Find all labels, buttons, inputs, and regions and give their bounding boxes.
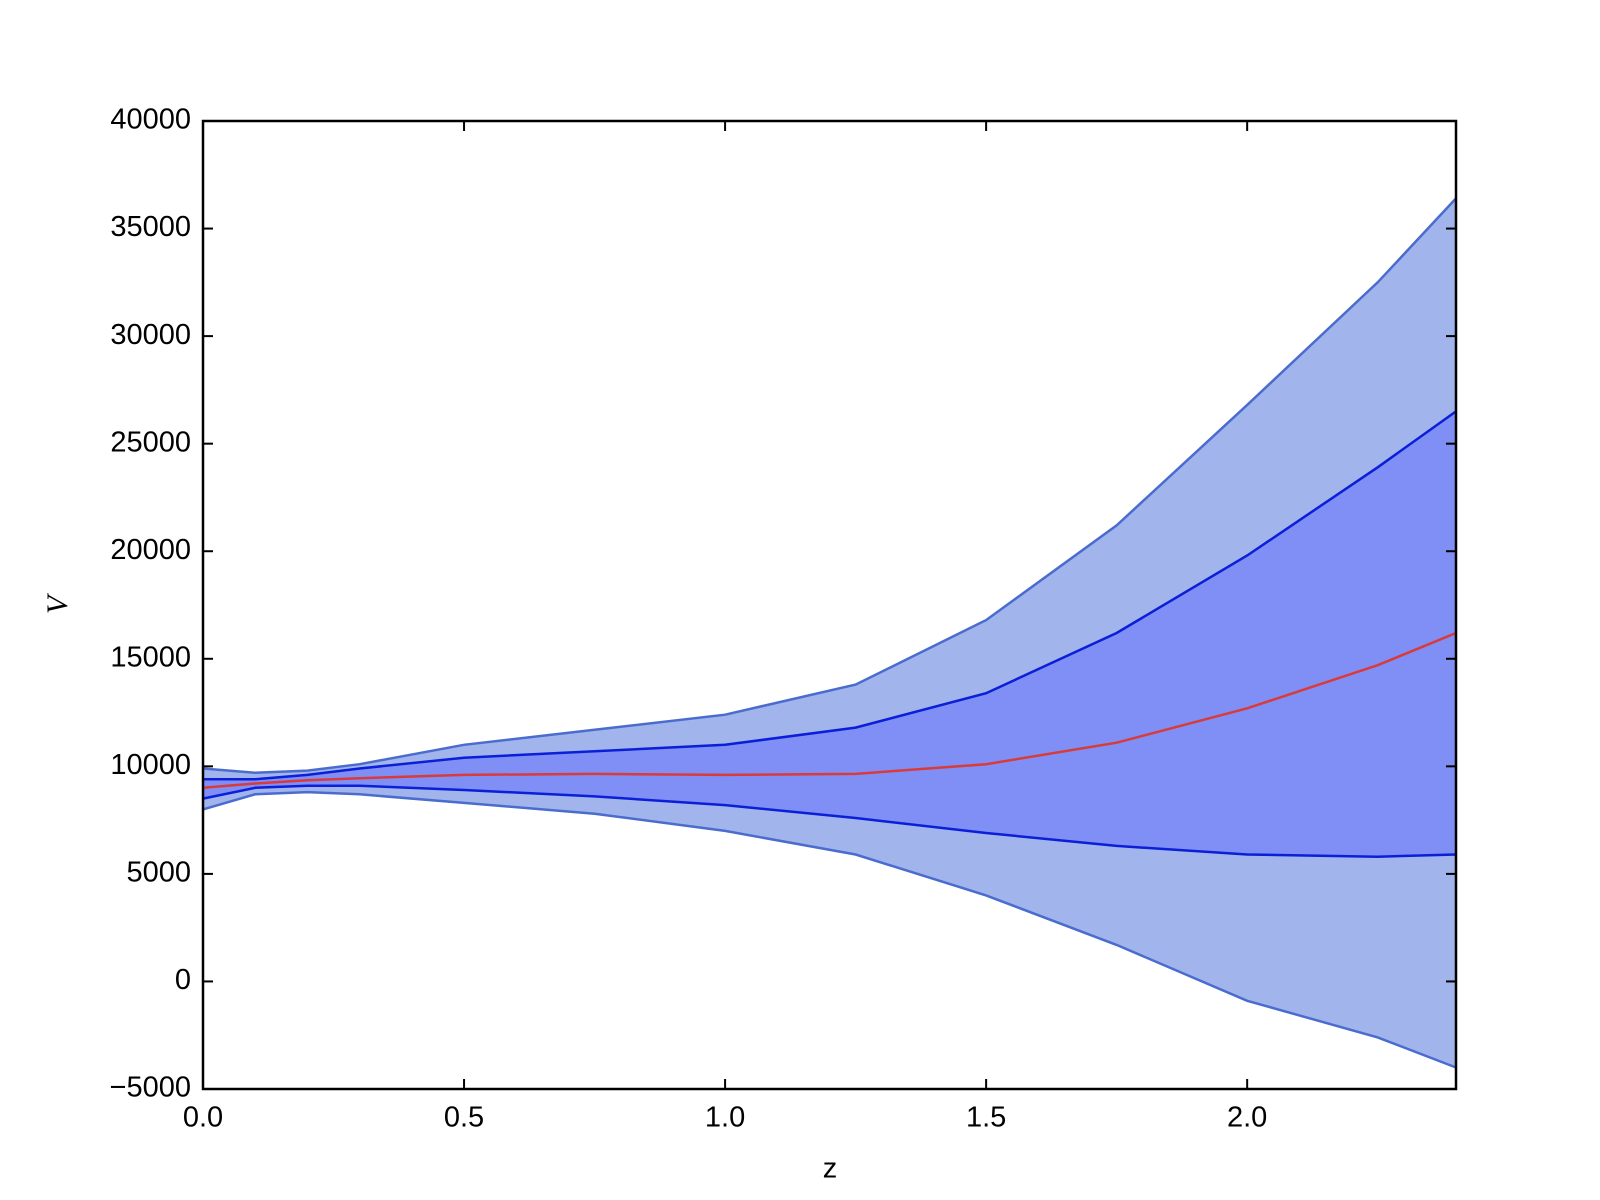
plot-frame	[201, 119, 1458, 1091]
band-edge	[203, 410, 1457, 781]
y-tick-label: 20000	[110, 534, 191, 566]
y-tick-label: 40000	[110, 104, 191, 136]
y-tick-label: 5000	[126, 857, 191, 889]
band-area	[203, 411, 1456, 857]
x-tick-label: 2.0	[1227, 1102, 1267, 1134]
y-tick-label: 25000	[110, 426, 191, 458]
y-tick-label: 0	[175, 964, 191, 996]
band-area	[203, 198, 1456, 1068]
x-tick-label: 1.0	[705, 1102, 745, 1134]
x-axis-label: z	[823, 1153, 838, 1185]
y-tick-label: 15000	[110, 641, 191, 673]
y-tick-label: 35000	[110, 211, 191, 243]
x-tick-label: 0.5	[444, 1102, 484, 1134]
y-axis-label: V	[41, 592, 74, 614]
band-edge	[202, 784, 1457, 858]
median-line	[202, 631, 1457, 790]
band-edge	[202, 790, 1457, 1069]
band-edge	[202, 197, 1457, 775]
y-tick-label: −5000	[110, 1072, 191, 1104]
x-tick-label: 1.5	[966, 1102, 1006, 1134]
y-tick-label: 30000	[110, 319, 191, 351]
y-tick-label: 10000	[110, 749, 191, 781]
x-tick-label: 0.0	[183, 1102, 223, 1134]
